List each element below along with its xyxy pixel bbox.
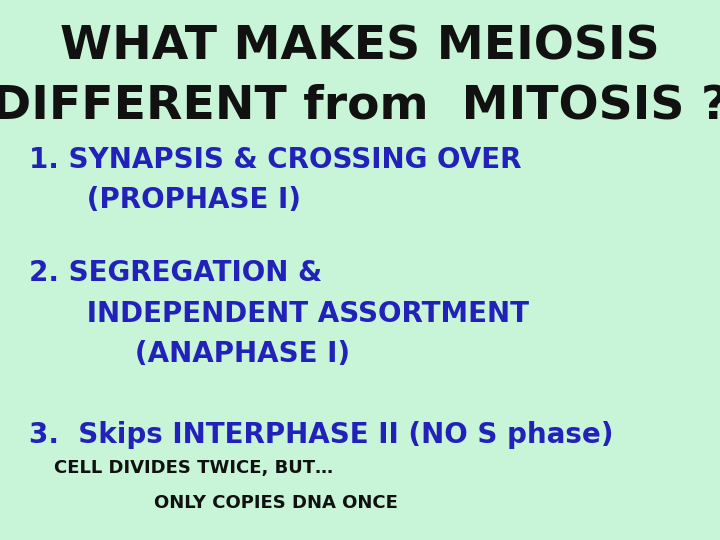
Text: (ANAPHASE I): (ANAPHASE I) (29, 340, 350, 368)
Text: WHAT MAKES MEIOSIS: WHAT MAKES MEIOSIS (60, 24, 660, 69)
Text: 3.  Skips INTERPHASE II (NO S phase): 3. Skips INTERPHASE II (NO S phase) (29, 421, 613, 449)
Text: 1. SYNAPSIS & CROSSING OVER: 1. SYNAPSIS & CROSSING OVER (29, 146, 521, 174)
Text: CELL DIVIDES TWICE, BUT…: CELL DIVIDES TWICE, BUT… (29, 459, 333, 477)
Text: INDEPENDENT ASSORTMENT: INDEPENDENT ASSORTMENT (29, 300, 528, 328)
Text: ONLY COPIES DNA ONCE: ONLY COPIES DNA ONCE (29, 494, 397, 512)
Text: 2. SEGREGATION &: 2. SEGREGATION & (29, 259, 322, 287)
Text: DIFFERENT from  MITOSIS ?: DIFFERENT from MITOSIS ? (0, 84, 720, 129)
Text: (PROPHASE I): (PROPHASE I) (29, 186, 301, 214)
